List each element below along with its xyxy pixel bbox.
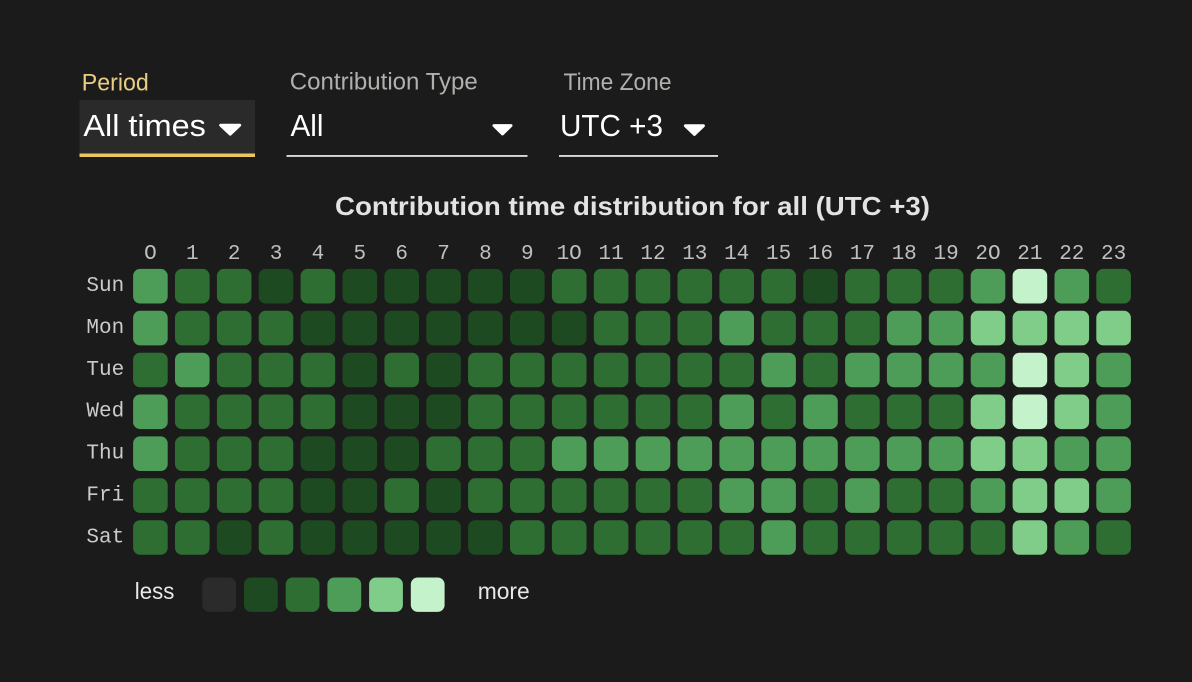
svg-text:Thu: Thu <box>86 443 124 466</box>
svg-text:18: 18 <box>892 243 917 266</box>
svg-text:1O: 1O <box>557 243 582 266</box>
svg-text:6: 6 <box>395 243 408 266</box>
svg-text:Sat: Sat <box>86 526 124 549</box>
svg-text:16: 16 <box>808 243 833 266</box>
svg-text:1: 1 <box>186 243 199 266</box>
svg-text:Wed: Wed <box>86 401 124 424</box>
svg-text:All: All <box>291 108 324 143</box>
svg-text:11: 11 <box>598 243 623 266</box>
svg-text:15: 15 <box>766 243 791 266</box>
svg-text:5: 5 <box>353 243 366 266</box>
svg-text:less: less <box>135 578 175 604</box>
svg-text:13: 13 <box>682 243 707 266</box>
svg-text:Time Zone: Time Zone <box>564 69 672 96</box>
svg-text:4: 4 <box>312 243 325 266</box>
svg-text:2O: 2O <box>975 243 1000 266</box>
svg-text:9: 9 <box>521 243 534 266</box>
svg-text:more: more <box>478 578 530 604</box>
svg-text:Sun: Sun <box>86 275 124 298</box>
svg-text:12: 12 <box>640 243 665 266</box>
svg-text:22: 22 <box>1059 243 1084 266</box>
svg-text:Mon: Mon <box>86 317 124 340</box>
svg-text:Fri: Fri <box>86 484 124 507</box>
svg-text:17: 17 <box>850 243 875 266</box>
svg-text:Period: Period <box>82 69 149 96</box>
svg-text:Contribution time distribution: Contribution time distribution for all (… <box>335 191 930 221</box>
svg-text:7: 7 <box>437 243 450 266</box>
svg-text:O: O <box>144 243 157 266</box>
svg-text:3: 3 <box>270 243 283 266</box>
svg-text:21: 21 <box>1017 243 1042 266</box>
svg-text:UTC +3: UTC +3 <box>560 108 663 143</box>
svg-text:14: 14 <box>724 243 749 266</box>
svg-text:All times: All times <box>83 108 206 143</box>
svg-text:23: 23 <box>1101 243 1126 266</box>
svg-text:Tue: Tue <box>86 359 124 382</box>
svg-text:Contribution Type: Contribution Type <box>290 69 478 96</box>
svg-text:8: 8 <box>479 243 492 266</box>
svg-text:2: 2 <box>228 243 241 266</box>
svg-text:19: 19 <box>933 243 958 266</box>
